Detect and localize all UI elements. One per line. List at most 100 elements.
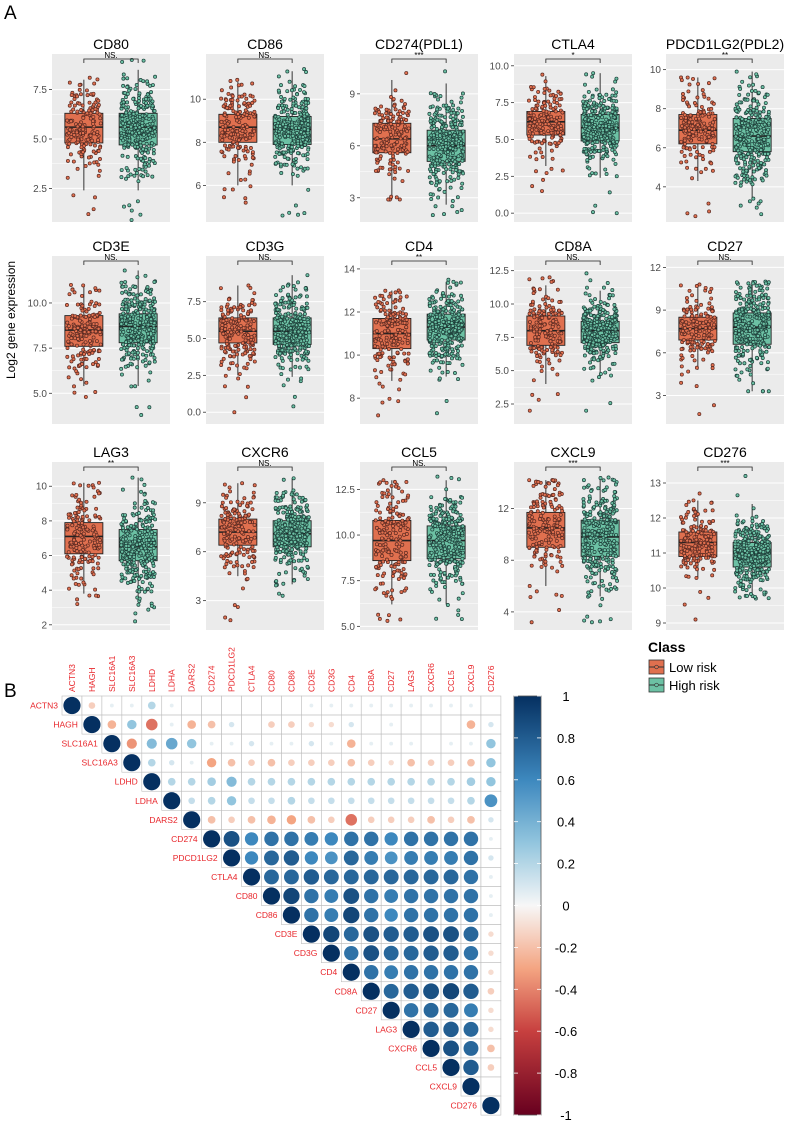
high-data-point (147, 159, 152, 164)
low-data-point (688, 152, 693, 157)
low-data-point (383, 288, 388, 293)
high-data-point (734, 310, 739, 315)
high-data-point (138, 143, 143, 148)
low-data-point (703, 285, 708, 290)
high-data-point (595, 333, 600, 338)
high-data-point (442, 323, 447, 328)
low-data-point (375, 136, 380, 141)
low-data-point (250, 340, 255, 345)
high-data-point (132, 302, 137, 307)
low-data-point (535, 354, 540, 359)
high-data-point (766, 360, 770, 365)
high-data-point (140, 150, 145, 155)
low-data-point (395, 123, 400, 128)
low-data-point (81, 127, 86, 132)
low-data-point (385, 301, 390, 306)
high-data-point (603, 167, 608, 172)
low-data-point (688, 326, 693, 331)
boxplot-panel-cd274-pdl1-: CD274(PDL1)369*** (349, 36, 478, 222)
high-data-point (592, 304, 597, 309)
low-data-point (225, 302, 230, 307)
low-data-point (400, 328, 405, 333)
low-data-point (556, 312, 561, 317)
high-data-point (439, 353, 444, 358)
high-data-point (459, 141, 463, 146)
low-data-point (531, 311, 536, 316)
low-data-point (95, 77, 100, 82)
low-data-point (375, 305, 380, 310)
low-data-point (243, 177, 248, 182)
low-data-point (379, 119, 384, 123)
high-data-point (756, 90, 761, 95)
y-tick-label: 5.0 (187, 334, 201, 345)
high-data-point (753, 88, 758, 93)
y-tick-label: 10.0 (28, 298, 48, 309)
high-data-point (748, 148, 753, 153)
high-data-point (131, 112, 136, 117)
low-data-point (682, 142, 687, 146)
low-data-point (229, 308, 234, 313)
low-data-point (546, 115, 551, 120)
high-data-point (302, 84, 307, 89)
high-data-point (121, 83, 126, 88)
low-data-point (400, 311, 405, 316)
high-data-point (594, 319, 599, 324)
high-data-point (277, 117, 282, 122)
y-tick-label: 10.0 (490, 61, 510, 72)
low-data-point (680, 319, 685, 324)
low-data-point (392, 176, 397, 181)
high-data-point (441, 330, 445, 334)
low-data-point (220, 312, 225, 317)
high-data-point (744, 155, 749, 160)
high-data-point (742, 297, 747, 302)
high-data-point (137, 130, 142, 135)
high-data-point (601, 343, 606, 347)
high-data-point (590, 171, 595, 176)
high-data-point (590, 109, 594, 114)
low-data-point (533, 338, 538, 343)
high-data-point (281, 285, 286, 289)
high-data-point (735, 345, 740, 350)
low-data-point (379, 370, 384, 374)
low-data-point (65, 145, 70, 150)
high-data-point (306, 358, 311, 363)
high-data-point (294, 103, 299, 108)
low-data-point (97, 330, 102, 334)
high-data-point (143, 358, 148, 362)
high-data-point (606, 348, 611, 353)
low-data-point (92, 160, 97, 165)
high-data-point (735, 373, 740, 378)
low-data-point (98, 157, 102, 161)
low-data-point (72, 326, 77, 331)
low-data-point (388, 291, 393, 296)
low-data-point (375, 358, 380, 363)
low-data-point (530, 107, 535, 112)
high-data-point (752, 294, 757, 299)
high-data-point (291, 95, 296, 100)
high-data-point (608, 401, 613, 406)
high-data-point (760, 117, 765, 122)
high-data-point (150, 103, 155, 108)
high-data-point (282, 305, 287, 310)
high-data-point (133, 328, 138, 333)
low-data-point (68, 127, 72, 132)
high-data-point (748, 178, 752, 183)
high-data-point (120, 284, 125, 289)
high-data-point (585, 348, 590, 353)
high-data-point (133, 125, 138, 130)
low-data-point (374, 375, 379, 380)
low-data-point (400, 179, 405, 183)
high-data-point (141, 305, 146, 310)
high-data-point (134, 171, 139, 176)
low-data-point (80, 293, 84, 298)
low-data-point (236, 158, 241, 162)
low-data-point (87, 302, 92, 307)
high-data-point (302, 67, 307, 72)
y-tick-label: 10 (344, 351, 356, 362)
high-data-point (591, 340, 596, 345)
low-data-point (386, 363, 391, 368)
high-data-point (613, 111, 618, 116)
high-data-point (138, 307, 143, 312)
